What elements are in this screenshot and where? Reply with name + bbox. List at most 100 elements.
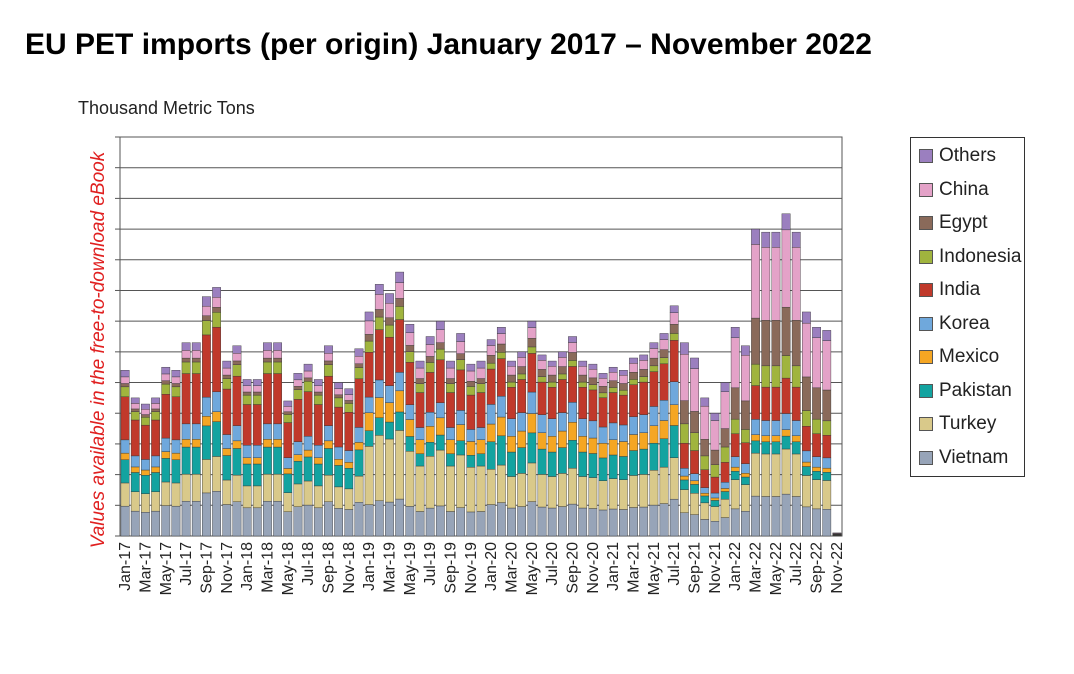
bar-segment-india-mar-20 <box>507 387 516 419</box>
bar-segment-indonesia-jun-19 <box>415 383 425 393</box>
bar-segment-others-may-19 <box>405 324 415 333</box>
bar-segment-vietnam-apr-22 <box>761 496 771 537</box>
bar-segment-egypt-jun-21 <box>659 349 669 358</box>
bar-segment-egypt-oct-20 <box>578 374 588 383</box>
bar-segment-pakistan-dec-18 <box>354 449 364 477</box>
legend-item-india: India <box>919 278 980 302</box>
bar-segment-pakistan-jan-22 <box>730 471 740 480</box>
bar-segment-egypt-mar-20 <box>507 374 516 383</box>
bar-segment-mexico-apr-18 <box>273 439 282 448</box>
bar-segment-pakistan-apr-22 <box>761 441 771 455</box>
bar-segment-china-jan-17 <box>120 376 130 384</box>
bar-segment-china-oct-17 <box>212 297 221 308</box>
bar-segment-indonesia-sep-21 <box>690 432 699 451</box>
bar-segment-indonesia-jan-21 <box>608 387 618 393</box>
bar-segment-pakistan-jun-20 <box>537 448 547 475</box>
bar-segment-others-may-21 <box>649 342 659 349</box>
bar-segment-china-apr-19 <box>395 282 405 299</box>
bar-segment-indonesia-jul-19 <box>425 362 435 373</box>
bar-segment-vietnam-nov-21 <box>710 521 720 537</box>
bar-segment-egypt-mar-22 <box>751 317 760 365</box>
bar-segment-pakistan-aug-18 <box>313 463 323 487</box>
bar-segment-china-dec-18 <box>354 356 364 364</box>
bar-segment-china-feb-19 <box>374 294 384 310</box>
bar-segment-others-apr-20 <box>517 351 527 358</box>
bar-segment-india-apr-17 <box>151 419 160 457</box>
legend-label: Vietnam <box>939 446 1009 468</box>
bar-segment-china-may-18 <box>283 406 293 412</box>
bar-segment-india-sep-17 <box>202 334 211 398</box>
bar-segment-indonesia-sep-17 <box>202 320 211 336</box>
legend-swatch <box>919 450 933 465</box>
bar-segment-korea-aug-17 <box>191 423 201 440</box>
legend-swatch <box>919 149 933 163</box>
bar-segment-china-jul-22 <box>791 247 801 321</box>
bar-segment-pakistan-feb-19 <box>374 417 384 436</box>
bar-segment-turkey-aug-19 <box>435 449 445 507</box>
bar-segment-turkey-may-19 <box>405 451 415 507</box>
bar-segment-egypt-feb-21 <box>619 383 628 391</box>
bar-segment-china-oct-22 <box>822 340 832 391</box>
bar-segment-turkey-jun-17 <box>171 482 181 507</box>
bar-segment-mexico-feb-17 <box>130 466 140 473</box>
bar-segment-egypt-sep-22 <box>812 387 821 420</box>
bar-segment-vietnam-dec-21 <box>720 517 730 537</box>
bar-segment-turkey-apr-21 <box>639 474 649 508</box>
bar-segment-vietnam-jun-17 <box>171 505 181 537</box>
bar-segment-vietnam-mar-17 <box>141 512 150 537</box>
bar-segment-india-may-19 <box>405 362 415 405</box>
legend-label: Pakistan <box>939 379 1012 401</box>
bar-segment-egypt-sep-17 <box>202 315 211 321</box>
bar-segment-mexico-mar-17 <box>141 469 150 476</box>
bar-segment-vietnam-feb-22 <box>741 511 750 537</box>
bar-segment-korea-may-20 <box>527 391 537 414</box>
bar-segment-korea-jan-17 <box>120 439 130 454</box>
bar-segment-china-aug-21 <box>680 354 689 401</box>
bar-segment-mexico-may-18 <box>283 468 293 475</box>
x-tick-label: May-17 <box>158 542 175 595</box>
bar-segment-turkey-sep-21 <box>690 493 699 515</box>
x-tick-label: Mar-19 <box>381 542 398 593</box>
bar-segment-egypt-dec-17 <box>232 360 242 365</box>
bar-segment-india-feb-21 <box>619 394 628 426</box>
bar-segment-china-mar-20 <box>507 366 516 376</box>
bar-segment-turkey-nov-20 <box>588 477 598 509</box>
bar-segment-india-sep-20 <box>568 366 577 403</box>
x-tick-label: Nov-19 <box>463 542 480 594</box>
bar-segment-korea-feb-21 <box>619 424 628 442</box>
bar-segment-egypt-dec-19 <box>476 378 486 384</box>
bar-segment-indonesia-feb-17 <box>130 411 140 421</box>
x-tick-label: May-20 <box>524 542 541 595</box>
bar-segment-egypt-nov-20 <box>588 377 598 385</box>
bar-segment-mexico-jan-18 <box>242 457 252 465</box>
x-tick-label: Jan-22 <box>727 542 744 591</box>
bar-segment-mexico-jun-19 <box>415 439 425 454</box>
bar-segment-korea-jul-19 <box>425 412 435 427</box>
bar-segment-pakistan-may-22 <box>771 441 781 455</box>
bar-segment-korea-oct-21 <box>700 487 710 494</box>
bar-segment-india-may-21 <box>649 371 659 407</box>
bar-segment-egypt-jan-22 <box>730 387 740 420</box>
bar-segment-indonesia-dec-20 <box>598 392 608 398</box>
bar-segment-vietnam-oct-19 <box>456 507 466 537</box>
bar-segment-indonesia-jan-18 <box>242 394 252 405</box>
bar-segment-indonesia-aug-22 <box>802 410 811 427</box>
bar-segment-korea-oct-18 <box>334 446 343 460</box>
legend-swatch <box>919 182 933 197</box>
bar-segment-india-jan-18 <box>242 404 252 446</box>
bar-segment-china-sep-20 <box>568 342 577 353</box>
bar-segment-indonesia-apr-18 <box>273 361 282 374</box>
bar-segment-vietnam-mar-21 <box>629 507 638 537</box>
bar-segment-others-may-20 <box>527 320 537 328</box>
bar-segment-pakistan-nov-18 <box>344 468 354 490</box>
bar-segment-korea-mar-21 <box>629 416 638 435</box>
bar-segment-turkey-dec-17 <box>232 474 242 502</box>
bar-segment-others-jun-17 <box>171 370 181 378</box>
bar-segment-vietnam-mar-20 <box>507 507 516 537</box>
bar-segment-turkey-jun-21 <box>659 466 669 504</box>
bar-segment-vietnam-jul-20 <box>547 507 557 537</box>
bar-segment-china-jul-21 <box>669 312 679 325</box>
bar-segment-mexico-sep-19 <box>446 439 455 454</box>
x-tick-label: Jan-19 <box>361 542 378 591</box>
bar-segment-pakistan-oct-18 <box>334 465 343 488</box>
